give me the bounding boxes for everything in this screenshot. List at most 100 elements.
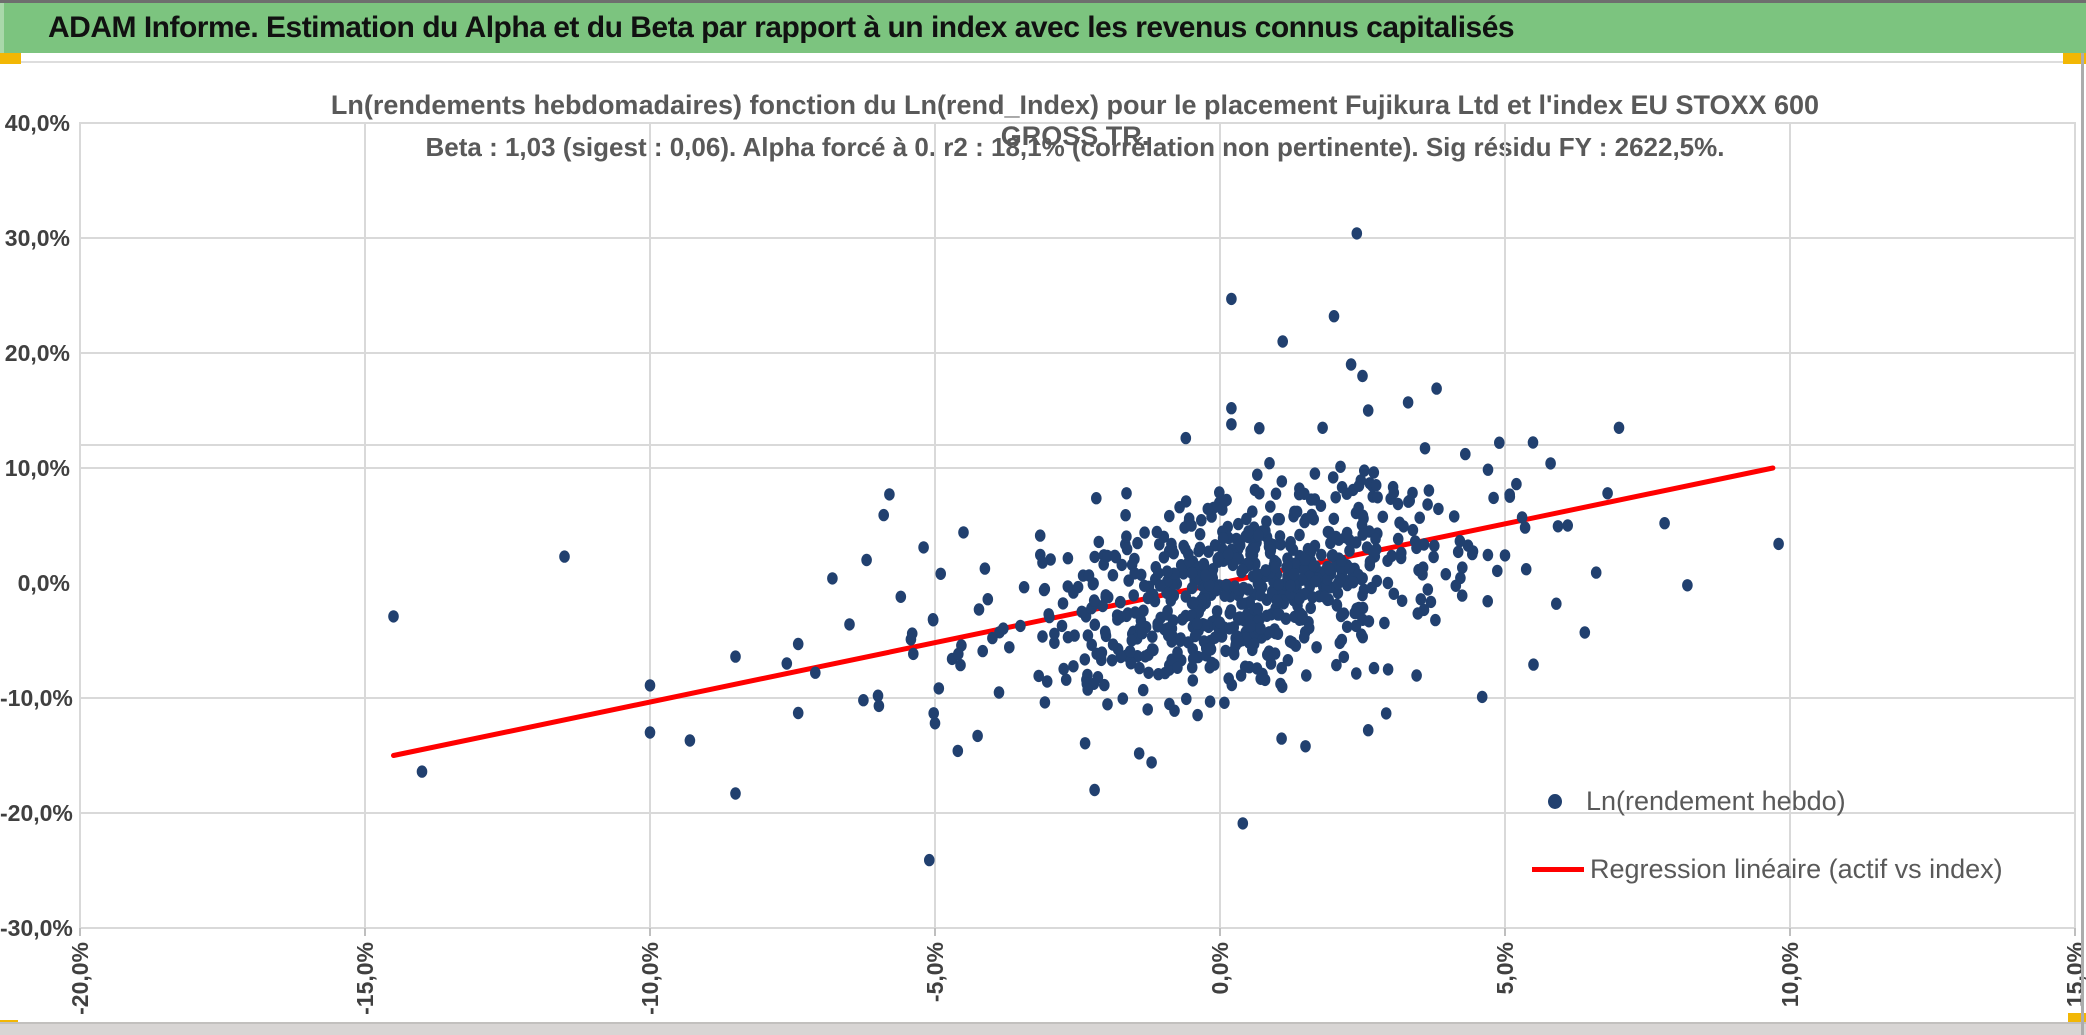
scatter-point	[1300, 740, 1311, 753]
scatter-point	[1265, 544, 1277, 557]
scatter-point	[1004, 641, 1015, 654]
scatter-point	[1045, 553, 1056, 566]
scatter-point	[1038, 583, 1050, 597]
scatter-point	[1086, 638, 1097, 651]
scatter-point	[1273, 578, 1284, 591]
scatter-point	[1362, 724, 1374, 737]
scatter-point	[1107, 638, 1119, 651]
scatter-point	[1287, 543, 1299, 556]
scatter-point	[1285, 579, 1296, 593]
scatter-point	[1088, 594, 1100, 607]
x-tick-label: -20,0%	[67, 942, 93, 1015]
scatter-point	[1271, 594, 1283, 607]
scatter-point	[1034, 529, 1046, 542]
scatter-point	[1120, 509, 1131, 522]
scatter-point	[1253, 529, 1264, 542]
scatter-point	[1082, 683, 1093, 696]
scatter-point	[1297, 609, 1308, 623]
x-tick-label: -15,0%	[352, 942, 378, 1015]
scatter-point	[1169, 704, 1180, 717]
scatter-point	[1221, 578, 1232, 592]
scatter-point	[1124, 645, 1136, 658]
scatter-point	[1099, 625, 1111, 638]
scatter-point	[1096, 646, 1108, 659]
scatter-point	[1142, 703, 1153, 716]
scatter-point	[1402, 396, 1414, 409]
scatter-point	[1511, 477, 1522, 491]
scatter-point	[1308, 513, 1319, 526]
scatter-point	[1551, 597, 1562, 610]
scatter-point	[1121, 542, 1133, 556]
scatter-point	[1332, 586, 1344, 600]
scatter-point	[1392, 532, 1404, 546]
scatter-point	[1252, 602, 1264, 615]
scatter-point	[1146, 643, 1158, 656]
scatter-point	[1137, 683, 1149, 697]
scatter-point	[1187, 652, 1199, 665]
y-tick-label: 30,0%	[4, 225, 70, 251]
scatter-point	[1336, 554, 1347, 567]
scatter-point	[993, 686, 1005, 699]
scatter-point	[972, 729, 983, 743]
scatter-point	[1516, 511, 1528, 524]
scatter-point	[1254, 422, 1265, 435]
scatter-point	[1219, 589, 1230, 602]
scatter-point	[1223, 672, 1234, 685]
scatter-point	[1282, 560, 1293, 573]
scatter-point	[1310, 575, 1321, 588]
scatter-point	[1274, 530, 1286, 543]
x-tick-label: 0,0%	[1207, 942, 1233, 995]
scatter-point	[924, 853, 935, 867]
scatter-point	[1423, 484, 1435, 497]
scatter-point	[1076, 605, 1088, 618]
scatter-point	[1488, 491, 1499, 505]
scatter-point	[998, 622, 1009, 635]
scatter-point	[1327, 471, 1339, 484]
scatter-point	[1462, 539, 1474, 552]
legend-entry-scatter[interactable]: Ln(rendement hebdo)	[1548, 786, 1846, 817]
scatter-point	[1049, 627, 1060, 640]
scatter-point	[1308, 559, 1319, 572]
scatter-point	[1213, 551, 1224, 565]
scatter-point	[1379, 616, 1390, 630]
scatter-point	[1126, 634, 1138, 647]
scatter-point	[1301, 669, 1312, 682]
scatter-point	[1226, 418, 1237, 431]
scatter-point	[1183, 636, 1194, 649]
y-tick-label: -30,0%	[0, 915, 73, 941]
scatter-point	[1457, 561, 1468, 574]
scatter-point	[1151, 525, 1163, 539]
legend-entry-regression[interactable]: Regression linéaire (actif vs index)	[1532, 854, 2003, 885]
scatter-point	[1270, 487, 1282, 500]
report-title: ADAM Informe. Estimation du Alpha et du …	[48, 11, 1515, 44]
scatter-point	[1203, 545, 1214, 558]
scatter-point	[955, 658, 966, 672]
scatter-point	[1214, 616, 1226, 629]
scatter-point	[1263, 626, 1275, 639]
scatter-point	[1277, 335, 1288, 348]
scatter-point	[1272, 608, 1283, 621]
scatter-point	[1102, 698, 1113, 711]
scatter-point	[1107, 569, 1119, 582]
scatter-point	[1545, 457, 1556, 470]
scatter-point	[1194, 541, 1206, 554]
scatter-point	[1252, 468, 1263, 481]
y-tick-label: 20,0%	[4, 340, 70, 366]
scatter-point	[1226, 402, 1237, 415]
scatter-point	[1345, 358, 1357, 371]
scatter-point	[781, 657, 793, 670]
scatter-point	[1338, 607, 1350, 620]
scatter-point	[1415, 593, 1427, 606]
scatter-point	[1252, 568, 1263, 581]
scatter-point	[388, 610, 399, 623]
scatter-point	[1579, 626, 1591, 639]
scatter-point	[1147, 630, 1158, 643]
scatter-point	[1328, 310, 1340, 323]
scatter-point	[1134, 661, 1145, 675]
scatter-point	[1303, 621, 1315, 635]
scatter-point	[1341, 620, 1353, 633]
scatter-point	[1219, 494, 1231, 508]
scatter-point	[1272, 627, 1284, 640]
scatter-point	[1520, 563, 1532, 576]
